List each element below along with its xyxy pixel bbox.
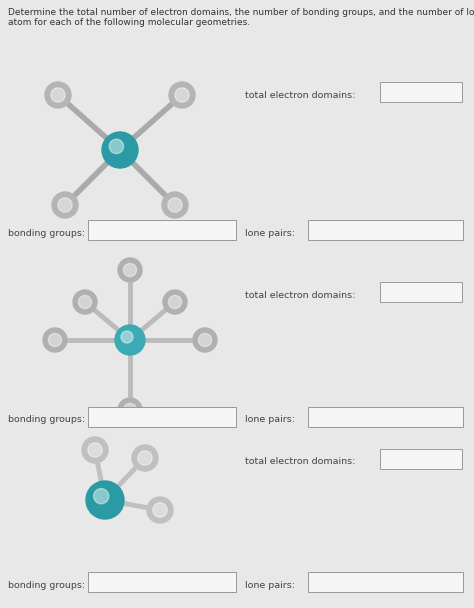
Circle shape	[121, 331, 133, 343]
Circle shape	[162, 192, 188, 218]
Text: Determine the total number of electron domains, the number of bonding groups, an: Determine the total number of electron d…	[8, 8, 474, 27]
FancyBboxPatch shape	[88, 220, 236, 240]
Circle shape	[147, 497, 173, 523]
FancyBboxPatch shape	[88, 572, 236, 592]
FancyBboxPatch shape	[308, 407, 463, 427]
FancyBboxPatch shape	[308, 220, 463, 240]
Text: lone pairs:: lone pairs:	[245, 415, 295, 424]
Text: lone pairs:: lone pairs:	[245, 581, 295, 590]
Circle shape	[118, 398, 142, 422]
FancyBboxPatch shape	[88, 407, 236, 427]
Circle shape	[58, 198, 72, 212]
Circle shape	[88, 443, 102, 457]
Circle shape	[123, 403, 137, 416]
Circle shape	[51, 88, 65, 102]
Circle shape	[168, 198, 182, 212]
Text: bonding groups:: bonding groups:	[8, 581, 85, 590]
Circle shape	[169, 82, 195, 108]
Circle shape	[93, 489, 109, 504]
FancyBboxPatch shape	[380, 282, 462, 302]
Circle shape	[175, 88, 189, 102]
FancyBboxPatch shape	[380, 82, 462, 102]
Circle shape	[153, 503, 167, 517]
FancyBboxPatch shape	[308, 572, 463, 592]
Circle shape	[86, 481, 124, 519]
Text: total electron domains:: total electron domains:	[245, 91, 356, 100]
Circle shape	[168, 295, 182, 309]
Text: total electron domains:: total electron domains:	[245, 457, 356, 466]
Circle shape	[48, 333, 62, 347]
Circle shape	[82, 437, 108, 463]
FancyBboxPatch shape	[380, 449, 462, 469]
Text: total electron domains:: total electron domains:	[245, 291, 356, 300]
Circle shape	[109, 139, 124, 154]
Circle shape	[163, 290, 187, 314]
Text: lone pairs:: lone pairs:	[245, 229, 295, 238]
Circle shape	[199, 333, 211, 347]
Circle shape	[52, 192, 78, 218]
Circle shape	[138, 451, 152, 465]
Circle shape	[73, 290, 97, 314]
Circle shape	[102, 132, 138, 168]
Circle shape	[132, 445, 158, 471]
Text: bonding groups:: bonding groups:	[8, 415, 85, 424]
Circle shape	[118, 258, 142, 282]
Circle shape	[45, 82, 71, 108]
Circle shape	[193, 328, 217, 352]
Circle shape	[123, 263, 137, 277]
Text: bonding groups:: bonding groups:	[8, 229, 85, 238]
Circle shape	[115, 325, 145, 355]
Circle shape	[78, 295, 91, 309]
Circle shape	[43, 328, 67, 352]
